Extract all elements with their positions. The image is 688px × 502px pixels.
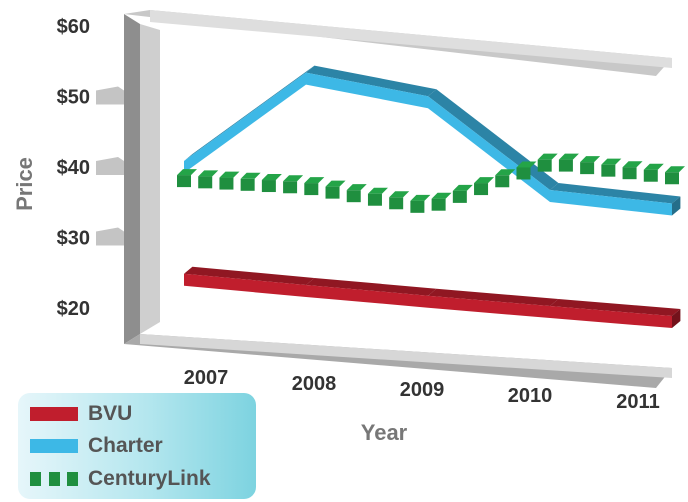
- series-segment: [428, 96, 550, 202]
- series-segment-top: [306, 65, 437, 97]
- data-point-segment: [580, 162, 595, 175]
- x-tick-label: 2011: [616, 391, 659, 413]
- data-point-segment-top: [198, 170, 219, 177]
- data-point-segment-top: [177, 169, 197, 176]
- frame-top-edge-face: [150, 10, 672, 68]
- y-tick-tab: [96, 227, 124, 246]
- data-point-segment: [261, 180, 276, 193]
- y-tick-tab: [96, 157, 124, 175]
- x-axis-title: Year: [361, 420, 408, 445]
- series-segment-top: [428, 288, 559, 307]
- x-tick-label: 2007: [184, 367, 229, 389]
- data-point-segment-top: [495, 169, 516, 176]
- legend-item-bvu: BVU: [30, 399, 132, 429]
- legend-swatch-charter: [30, 439, 78, 453]
- series-segment-top: [184, 266, 315, 285]
- y-tick-label: $20: [57, 298, 90, 320]
- series-segment: [550, 306, 672, 328]
- y-tick-label: $30: [57, 228, 90, 250]
- data-point-segment: [601, 164, 616, 177]
- data-point-segment-top: [283, 175, 304, 182]
- data-point-segment: [346, 190, 361, 203]
- legend-item-centurylink: CenturyLink: [30, 464, 211, 494]
- legend: BVU Charter CenturyLink: [18, 393, 256, 499]
- data-point-segment: [431, 198, 446, 211]
- series-charter: [184, 65, 681, 216]
- data-point-segment-top: [452, 184, 473, 191]
- x-tick-label: 2010: [508, 385, 553, 407]
- data-point-segment: [177, 175, 191, 188]
- data-point-segment: [283, 181, 298, 194]
- data-point-segment-top: [304, 177, 325, 184]
- x-tick-label: 2009: [400, 379, 445, 401]
- data-point-segment: [240, 178, 255, 191]
- data-point-segment: [495, 175, 510, 188]
- series-centurylink: [177, 153, 685, 213]
- data-point-segment: [516, 167, 531, 180]
- data-point-segment-top: [580, 156, 601, 163]
- data-point-segment: [643, 169, 658, 182]
- data-point-segment-top: [516, 161, 537, 168]
- y-axis-title: Price: [12, 157, 37, 211]
- series-segment-top: [306, 277, 437, 296]
- series-segment: [550, 189, 672, 216]
- series-segment-top: [428, 89, 559, 190]
- y-tick-tab: [96, 86, 124, 105]
- data-point-segment-top: [474, 177, 495, 184]
- series-segment-top: [184, 65, 315, 161]
- legend-swatch-centurylink: [30, 472, 78, 486]
- data-point-segment-top: [261, 174, 282, 181]
- data-point-segment: [325, 186, 340, 199]
- frame-left-wall-side: [124, 14, 140, 344]
- data-point-segment: [410, 200, 425, 213]
- series-segment: [184, 72, 306, 173]
- series-segment-top: [550, 182, 681, 204]
- data-point-segment-top: [601, 158, 622, 165]
- data-point-segment: [367, 193, 382, 206]
- series-end-cap: [672, 309, 681, 328]
- data-point-segment: [474, 183, 489, 196]
- data-point-segment: [558, 159, 573, 172]
- data-point-segment-top: [665, 166, 685, 173]
- series-bvu: [184, 266, 681, 328]
- frame-bottom-edge-face: [140, 334, 672, 378]
- data-point-segment-top: [389, 191, 410, 198]
- series-segment: [184, 273, 306, 297]
- y-tick-label: $60: [57, 16, 90, 38]
- y-tick-label: $40: [57, 157, 90, 179]
- data-point-segment: [622, 167, 637, 180]
- x-tick-label: 2008: [292, 373, 337, 395]
- data-point-segment-top: [643, 163, 664, 170]
- frame-left-wall-front: [140, 24, 160, 334]
- data-point-segment: [389, 197, 404, 210]
- y-tick-label: $50: [57, 87, 90, 109]
- data-point-segment: [665, 172, 679, 185]
- legend-label-bvu: BVU: [88, 402, 133, 425]
- legend-swatch-bvu: [30, 407, 78, 421]
- data-point-segment: [304, 183, 319, 196]
- legend-label-centurylink: CenturyLink: [88, 467, 211, 490]
- data-point-segment-top: [367, 187, 388, 194]
- data-point-segment-top: [410, 194, 431, 201]
- legend-item-charter: Charter: [30, 431, 163, 461]
- data-point-segment-top: [558, 153, 579, 160]
- data-point-segment-top: [537, 153, 558, 160]
- data-point-segment-top: [240, 172, 261, 179]
- series-segment-top: [550, 299, 681, 316]
- data-point-segment-top: [431, 192, 452, 199]
- data-point-segment: [452, 190, 467, 203]
- data-point-segment-top: [622, 161, 643, 168]
- data-point-segment-top: [219, 171, 240, 178]
- data-point-segment: [537, 159, 552, 172]
- series-segment: [306, 72, 428, 109]
- data-point-segment: [219, 177, 234, 190]
- series-segment: [306, 284, 428, 308]
- data-point-segment-top: [346, 184, 367, 191]
- series-segment: [428, 295, 550, 319]
- series-end-cap: [672, 196, 681, 216]
- data-point-segment: [198, 176, 213, 189]
- data-point-segment-top: [325, 180, 346, 187]
- legend-label-charter: Charter: [88, 434, 163, 457]
